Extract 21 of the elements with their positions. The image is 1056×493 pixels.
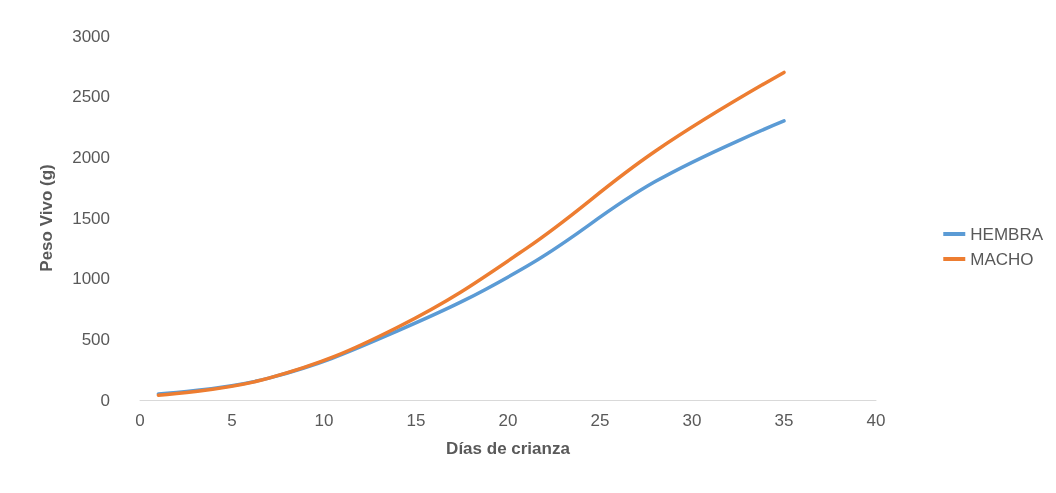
x-tick-label: 5 <box>227 411 237 430</box>
y-tick-label: 1500 <box>72 208 110 228</box>
y-tick-label: 2000 <box>72 147 110 167</box>
x-tick-label: 40 <box>866 411 886 430</box>
x-tick-label: 20 <box>498 411 518 430</box>
y-tick-label: 500 <box>81 329 110 349</box>
y-tick-label: 1000 <box>72 269 110 289</box>
y-tick-label: 3000 <box>72 26 110 46</box>
y-tick-label: 2500 <box>72 87 110 107</box>
x-axis-title: Días de crianza <box>446 439 571 458</box>
y-tick-label: 0 <box>100 390 110 410</box>
line-series <box>156 70 786 397</box>
x-tick-label: 35 <box>774 411 794 430</box>
y-axis-title: Peso Vivo (g) <box>37 164 56 272</box>
x-tick-label: 15 <box>406 411 426 430</box>
legend-label: HEMBRA <box>970 224 1044 244</box>
x-tick-label: 25 <box>590 411 610 430</box>
legend-label: MACHO <box>970 249 1034 269</box>
x-tick-label: 0 <box>135 411 145 430</box>
x-tick-label: 10 <box>314 411 334 430</box>
x-tick-label: 30 <box>682 411 702 430</box>
